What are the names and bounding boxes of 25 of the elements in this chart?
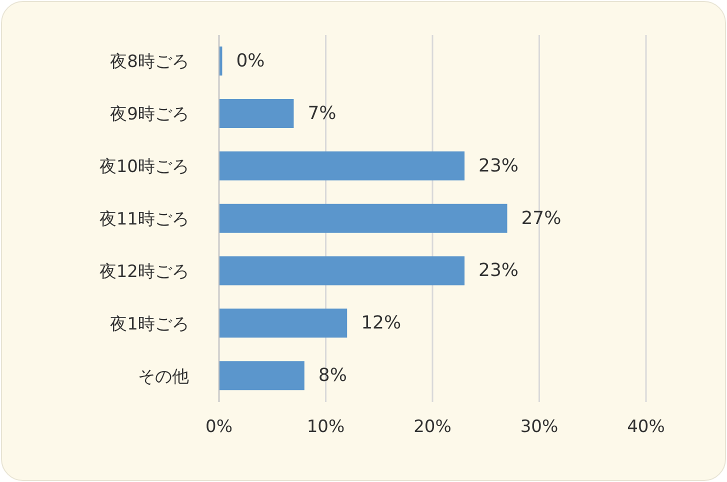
y-tick-label: 夜8時ごろ [110,52,189,72]
x-tick-label: 10% [306,417,345,438]
data-label: 27% [521,208,562,229]
y-tick-label: 夜11時ごろ [99,210,189,230]
bar [219,308,348,338]
data-label: 12% [361,312,402,334]
x-tick-label: 0% [206,417,232,438]
bar [219,361,304,390]
data-label: 23% [478,260,519,282]
y-tick-label: 夜1時ごろ [110,314,189,334]
bar [219,98,294,128]
x-tick-label: 40% [627,417,665,438]
bar [219,204,508,233]
y-tick-label: その他 [138,366,189,387]
data-label: 8% [318,365,347,386]
y-tick-label: 夜12時ごろ [99,262,189,282]
data-label: 23% [478,155,519,176]
y-tick-label: 夜9時ごろ [110,104,189,125]
bar [219,151,465,180]
x-tick-label: 20% [414,417,452,438]
y-tick-label: 夜10時ごろ [99,157,189,178]
data-label: 0% [236,50,265,72]
x-tick-label: 30% [520,417,558,438]
data-label: 7% [308,102,336,124]
bar [219,256,465,286]
